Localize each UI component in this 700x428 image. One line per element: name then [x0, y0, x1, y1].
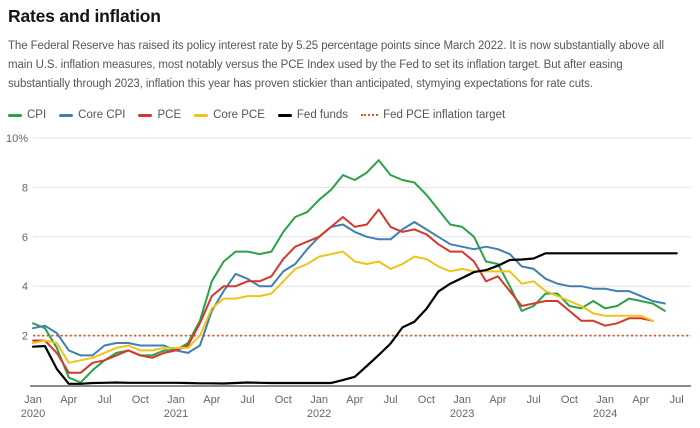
x-axis-label-m21: Oct — [275, 394, 292, 406]
x-axis-year-2024: 2024 — [593, 408, 617, 420]
x-axis-label-m54: Jul — [670, 394, 684, 406]
x-axis-label-m6: Jul — [97, 394, 111, 406]
x-axis-year-2023: 2023 — [450, 408, 474, 420]
x-axis-label-m27: Apr — [346, 394, 363, 406]
y-axis-label-6: 6 — [22, 232, 28, 244]
legend-label-pce: PCE — [157, 109, 182, 121]
x-axis-label-m36: Jan — [453, 394, 471, 406]
series-line-core-pce — [32, 250, 654, 364]
x-axis-label-m51: Apr — [632, 394, 649, 406]
legend-item-pce: PCE — [138, 109, 181, 121]
x-axis-label-m24: Jan — [310, 394, 328, 406]
cpi-line-swatch-icon — [8, 113, 22, 117]
legend-label-fed-pce-target: Fed PCE inflation target — [383, 109, 506, 121]
x-axis-label-m9: Oct — [132, 394, 149, 406]
series-line-pce — [32, 208, 654, 374]
y-axis-label-8: 8 — [22, 182, 28, 194]
y-axis-label-4: 4 — [22, 281, 28, 293]
legend-item-fed-pce-target: Fed PCE inflation target — [361, 109, 505, 121]
x-axis-label-m3: Apr — [60, 394, 77, 406]
x-axis-label-m48: Jan — [596, 394, 614, 406]
legend-label-fed-funds: Fed funds — [296, 109, 349, 121]
rates-inflation-line-chart: 2 4 6 8 10% Jan 2020 Apr Jul Oct Jan 2021 Apr Jul Oct J… — [6, 133, 691, 420]
core-pce-line-swatch-icon — [194, 113, 209, 117]
x-axis-label-m39: Apr — [489, 394, 506, 406]
core-cpi-line-swatch-icon — [59, 113, 74, 117]
x-axis-label-m18: Jul — [241, 394, 255, 406]
legend-label-core-pce: Core PCE — [213, 109, 265, 121]
chart-title: Rates and inflation — [8, 6, 161, 26]
chart-legend: CPI Core CPI PCE Core PCE Fed funds Fed … — [8, 109, 505, 121]
x-axis-label-m30: Jul — [384, 394, 398, 406]
legend-item-fed-funds: Fed funds — [277, 109, 349, 121]
legend-item-cpi: CPI — [8, 109, 46, 121]
x-axis-year-2021: 2021 — [164, 408, 188, 420]
x-axis-label-m45: Oct — [561, 394, 578, 406]
x-axis-label-m0: Jan — [24, 394, 42, 406]
x-axis-label-m42: Jul — [527, 394, 541, 406]
x-axis-year-2022: 2022 — [307, 408, 331, 420]
y-axis-label-2: 2 — [22, 331, 28, 343]
fed-pce-target-dotted-swatch-icon — [361, 114, 379, 116]
pce-line-swatch-icon — [138, 113, 153, 117]
series-line-core-cpi — [32, 221, 666, 357]
legend-item-core-pce: Core PCE — [194, 109, 265, 121]
legend-label-cpi: CPI — [27, 109, 47, 121]
series-line-fed-funds — [31, 252, 678, 385]
y-axis-label-10: 10% — [6, 133, 28, 145]
series-line-cpi — [32, 159, 666, 384]
fed-funds-line-swatch-icon — [277, 113, 292, 117]
legend-label-core-cpi: Core CPI — [78, 109, 126, 121]
legend-item-core-cpi: Core CPI — [59, 109, 125, 121]
x-axis-label-m12: Jan — [167, 394, 185, 406]
chart-subtitle: The Federal Reserve has raised its polic… — [8, 40, 664, 90]
x-axis-label-m15: Apr — [203, 394, 220, 406]
x-axis-year-2020: 2020 — [21, 408, 45, 420]
x-axis-label-m33: Oct — [418, 394, 435, 406]
